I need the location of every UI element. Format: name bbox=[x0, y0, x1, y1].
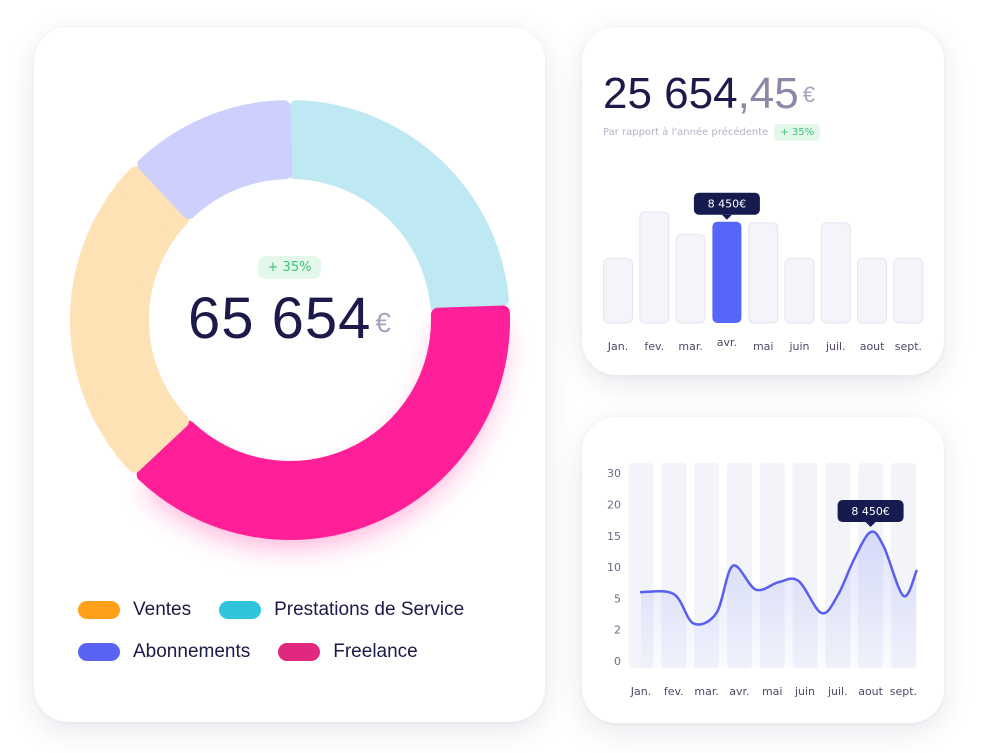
x-tick-label: Jan. bbox=[607, 340, 628, 353]
donut-slice-freelance[interactable] bbox=[136, 305, 510, 540]
legend-swatch bbox=[78, 601, 120, 619]
bar[interactable] bbox=[893, 257, 924, 324]
x-tick-label: fev. bbox=[664, 685, 684, 698]
bar[interactable] bbox=[748, 222, 779, 324]
donut-slice-abonnements[interactable] bbox=[137, 100, 293, 219]
tooltip-arrow bbox=[721, 214, 732, 220]
y-tick-label: 5 bbox=[614, 592, 621, 605]
legend-item-abonnements[interactable]: Abonnements bbox=[78, 641, 250, 663]
growth-badge: + 35% bbox=[257, 256, 322, 279]
y-tick-label: 2 bbox=[614, 624, 621, 637]
currency-symbol: € bbox=[375, 306, 391, 338]
donut-slice-prestations-de-service[interactable] bbox=[287, 100, 510, 313]
legend: Ventes Prestations de Service Abonnement… bbox=[78, 589, 518, 673]
donut-card: + 35% 65 654 € Ventes Prestations de Serv… bbox=[34, 27, 545, 722]
y-tick-label: 30 bbox=[607, 467, 621, 480]
bar[interactable] bbox=[639, 211, 670, 324]
x-tick-label: mai bbox=[753, 340, 774, 353]
x-tick-label: mar. bbox=[694, 685, 718, 698]
x-tick-label: juil. bbox=[827, 685, 848, 698]
tooltip-box bbox=[693, 192, 760, 215]
legend-label: Abonnements bbox=[133, 641, 251, 662]
total-value: 65 654 bbox=[188, 286, 372, 351]
monthly-bar-card: 25 654,45 € Par rapport à l'année précéde… bbox=[582, 27, 944, 375]
line-tooltip: 8 450€ bbox=[837, 500, 904, 528]
legend-item-freelance[interactable]: Freelance bbox=[278, 641, 418, 663]
tooltip-text: 8 450€ bbox=[708, 198, 747, 211]
legend-label: Prestations de Service bbox=[274, 599, 465, 620]
bar-chart: Jan. fev. mar. avr. mai juin juil. aout sept. 8 … bbox=[603, 192, 924, 353]
x-tick-label: mar. bbox=[678, 340, 702, 353]
tooltip-arrow bbox=[865, 522, 876, 528]
tooltip-text: 8 450€ bbox=[851, 505, 890, 518]
y-tick-label: 10 bbox=[607, 561, 621, 574]
x-tick-label: juin bbox=[794, 685, 815, 698]
bar[interactable] bbox=[820, 222, 851, 324]
x-tick-label: juil. bbox=[825, 340, 846, 353]
donut-slice-ventes[interactable] bbox=[70, 166, 190, 473]
legend-swatch bbox=[219, 601, 262, 619]
legend-label: Ventes bbox=[133, 599, 192, 620]
x-tick-label: avr. bbox=[729, 685, 749, 698]
donut-total: 65 654 € bbox=[34, 285, 545, 352]
x-tick-label: fev. bbox=[644, 340, 664, 353]
monthly-line-card: 0 2 5 10 15 20 30 Jan. fev. mar. avr. mai juin juil.… bbox=[582, 417, 944, 723]
y-tick-label: 0 bbox=[614, 655, 621, 668]
y-tick-label: 15 bbox=[607, 530, 621, 543]
legend-item-ventes[interactable]: Ventes bbox=[78, 599, 191, 621]
line-area bbox=[641, 531, 917, 668]
legend-swatch bbox=[78, 643, 120, 661]
x-tick-label: avr. bbox=[717, 336, 737, 349]
comparison-text: Par rapport à l'année précédente bbox=[603, 127, 769, 138]
legend-item-prestations[interactable]: Prestations de Service bbox=[219, 599, 464, 621]
line-chart: 0 2 5 10 15 20 30 Jan. fev. mar. avr. mai juin juil.… bbox=[607, 463, 918, 698]
legend-swatch bbox=[278, 643, 321, 661]
x-tick-label: aout bbox=[858, 685, 883, 698]
total-integer: 25 654 bbox=[603, 69, 738, 118]
bar[interactable] bbox=[603, 257, 633, 324]
legend-row: Abonnements Freelance bbox=[78, 631, 518, 673]
tooltip-box bbox=[837, 500, 904, 523]
line-series bbox=[639, 530, 918, 626]
legend-row: Ventes Prestations de Service bbox=[78, 589, 518, 631]
legend-label: Freelance bbox=[333, 641, 418, 662]
bar[interactable] bbox=[857, 257, 888, 324]
bar-total: 25 654,45 € bbox=[603, 69, 815, 119]
bar[interactable] bbox=[675, 234, 706, 324]
x-tick-label: sept. bbox=[895, 340, 922, 353]
comparison-row: Par rapport à l'année précédente + 35% bbox=[603, 124, 821, 141]
donut-badge-wrap: + 35% bbox=[34, 256, 545, 279]
x-tick-label: mai bbox=[762, 685, 783, 698]
bar[interactable] bbox=[784, 257, 815, 324]
x-tick-label: juin bbox=[788, 340, 809, 353]
x-tick-label: sept. bbox=[890, 685, 917, 698]
x-tick-label: aout bbox=[860, 340, 885, 353]
growth-badge: + 35% bbox=[774, 124, 821, 141]
bar-tooltip: 8 450€ bbox=[693, 192, 760, 220]
currency-symbol: € bbox=[802, 81, 815, 107]
bar[interactable] bbox=[712, 221, 742, 323]
x-tick-label: Jan. bbox=[630, 685, 651, 698]
y-tick-label: 20 bbox=[607, 499, 621, 512]
donut-chart bbox=[70, 100, 510, 547]
total-decimal: ,45 bbox=[737, 69, 799, 118]
